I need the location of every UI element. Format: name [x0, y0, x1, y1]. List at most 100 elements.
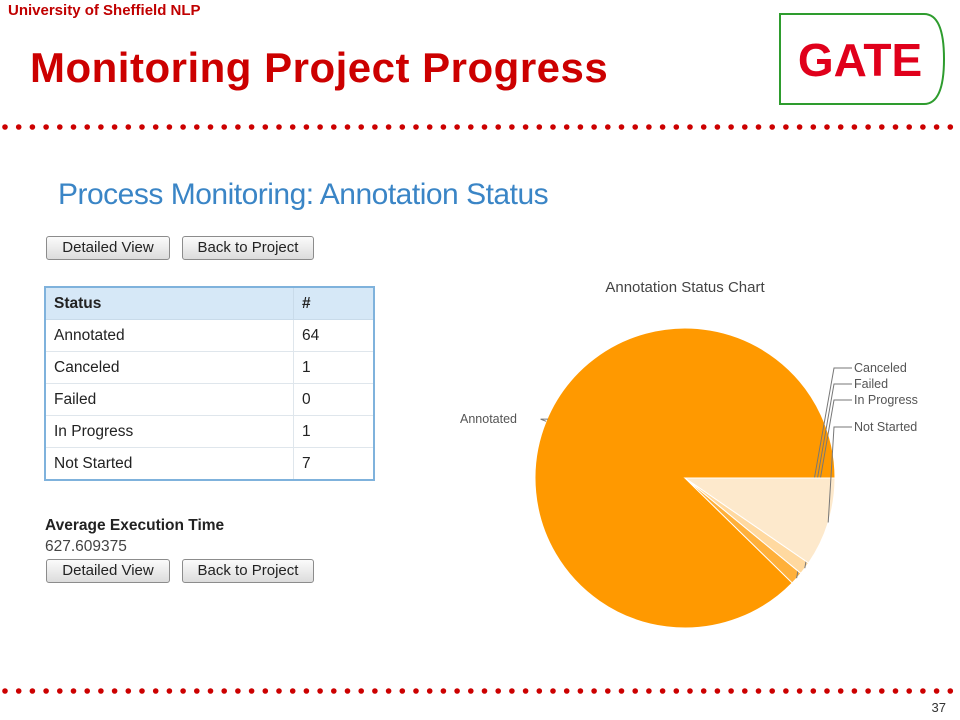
divider-dot: [824, 688, 830, 694]
divider-dot: [194, 124, 200, 130]
divider-dot: [687, 124, 693, 130]
pie-label-failed: Failed: [854, 377, 888, 391]
divider-dot: [372, 124, 378, 130]
divider-dot: [399, 688, 406, 694]
status-cell: Canceled: [44, 351, 294, 384]
divider-dot: [331, 688, 337, 694]
divider-dot: [495, 124, 502, 130]
divider-dot: [2, 124, 8, 130]
detailed-view-button-top[interactable]: Detailed View: [46, 236, 170, 260]
divider-dot: [426, 124, 433, 130]
divider-dot: [235, 124, 241, 130]
status-cell: Not Started: [44, 447, 294, 481]
divider-dot: [84, 124, 90, 130]
top-divider: [2, 124, 954, 130]
divider-dot: [15, 688, 22, 694]
divider-dot: [57, 124, 63, 130]
divider-dot: [180, 124, 186, 130]
count-column-header: #: [293, 286, 375, 320]
divider-dot: [783, 688, 789, 694]
divider-dot: [385, 124, 392, 130]
divider-dot: [591, 688, 597, 694]
divider-dot: [248, 688, 255, 694]
avg-execution-time-label: Average Execution Time: [45, 517, 225, 534]
divider-dot: [152, 688, 159, 694]
divider-dot: [495, 688, 502, 694]
divider-dot: [563, 124, 570, 130]
divider-dot: [687, 688, 693, 694]
logo-text: GATE: [798, 34, 922, 86]
pie-leader-not-started: [827, 426, 852, 523]
pie-label-in-progress: In Progress: [854, 393, 918, 407]
bottom-divider: [2, 688, 954, 694]
divider-dot: [468, 688, 474, 694]
divider-dot: [879, 688, 885, 694]
divider-dot: [714, 688, 721, 694]
detailed-view-button-bottom[interactable]: Detailed View: [46, 559, 170, 583]
divider-dot: [139, 688, 145, 694]
annotation-status-pie-chart: Annotation Status Chart Annotated Canceled…: [460, 279, 918, 629]
divider-dot: [152, 124, 159, 130]
table-row: Failed 0: [44, 383, 375, 416]
divider-dot: [742, 688, 748, 694]
divider-dot: [605, 688, 611, 694]
divider-dot: [29, 124, 36, 130]
divider-dot: [796, 124, 803, 130]
divider-dot: [618, 124, 625, 130]
divider-dot: [70, 688, 77, 694]
divider-dot: [632, 688, 638, 694]
divider-dot: [618, 688, 625, 694]
divider-dot: [796, 688, 803, 694]
count-cell: 0: [293, 383, 375, 416]
divider-dot: [933, 688, 940, 694]
divider-dot: [84, 688, 90, 694]
divider-dot: [248, 124, 255, 130]
divider-dot: [111, 688, 118, 694]
divider-dot: [536, 124, 543, 130]
divider-dot: [906, 124, 912, 130]
divider-dot: [276, 124, 282, 130]
back-to-project-button-top[interactable]: Back to Project: [182, 236, 314, 260]
divider-dot: [125, 688, 132, 694]
status-cell: In Progress: [44, 415, 294, 448]
divider-dot: [714, 124, 721, 130]
pie-label-canceled: Canceled: [854, 361, 907, 375]
organization-label: University of Sheffield NLP: [8, 2, 201, 19]
table-row: In Progress 1: [44, 415, 375, 448]
divider-dot: [98, 124, 104, 130]
divider-dot: [235, 688, 241, 694]
divider-dot: [700, 688, 707, 694]
divider-dot: [728, 124, 734, 130]
divider-dot: [673, 688, 680, 694]
divider-dot: [646, 124, 652, 130]
divider-dot: [810, 688, 817, 694]
table-row: Canceled 1: [44, 351, 375, 384]
divider-dot: [522, 688, 529, 694]
divider-dot: [933, 124, 940, 130]
divider-dot: [646, 688, 652, 694]
divider-dot: [824, 124, 830, 130]
divider-dot: [317, 124, 323, 130]
divider-dot: [358, 688, 365, 694]
divider-dot: [755, 124, 762, 130]
divider-dot: [289, 124, 296, 130]
divider-dot: [563, 688, 570, 694]
divider-dot: [125, 124, 132, 130]
table-row: Not Started 7: [44, 447, 375, 481]
divider-dot: [783, 124, 789, 130]
divider-dot: [440, 688, 447, 694]
divider-dot: [851, 124, 858, 130]
back-to-project-button-bottom[interactable]: Back to Project: [182, 559, 314, 583]
divider-dot: [865, 688, 871, 694]
table-header-row: Status #: [44, 286, 375, 320]
pie-leader-annotated: [540, 418, 548, 422]
avg-execution-time-value: 627.609375: [45, 538, 127, 555]
divider-dot: [632, 124, 638, 130]
divider-dot: [43, 124, 49, 130]
divider-dot: [947, 688, 954, 694]
divider-dot: [2, 688, 8, 694]
divider-dot: [892, 124, 899, 130]
pie-label-not-started: Not Started: [854, 420, 917, 434]
page-number: 37: [931, 700, 946, 715]
divider-dot: [481, 688, 488, 694]
